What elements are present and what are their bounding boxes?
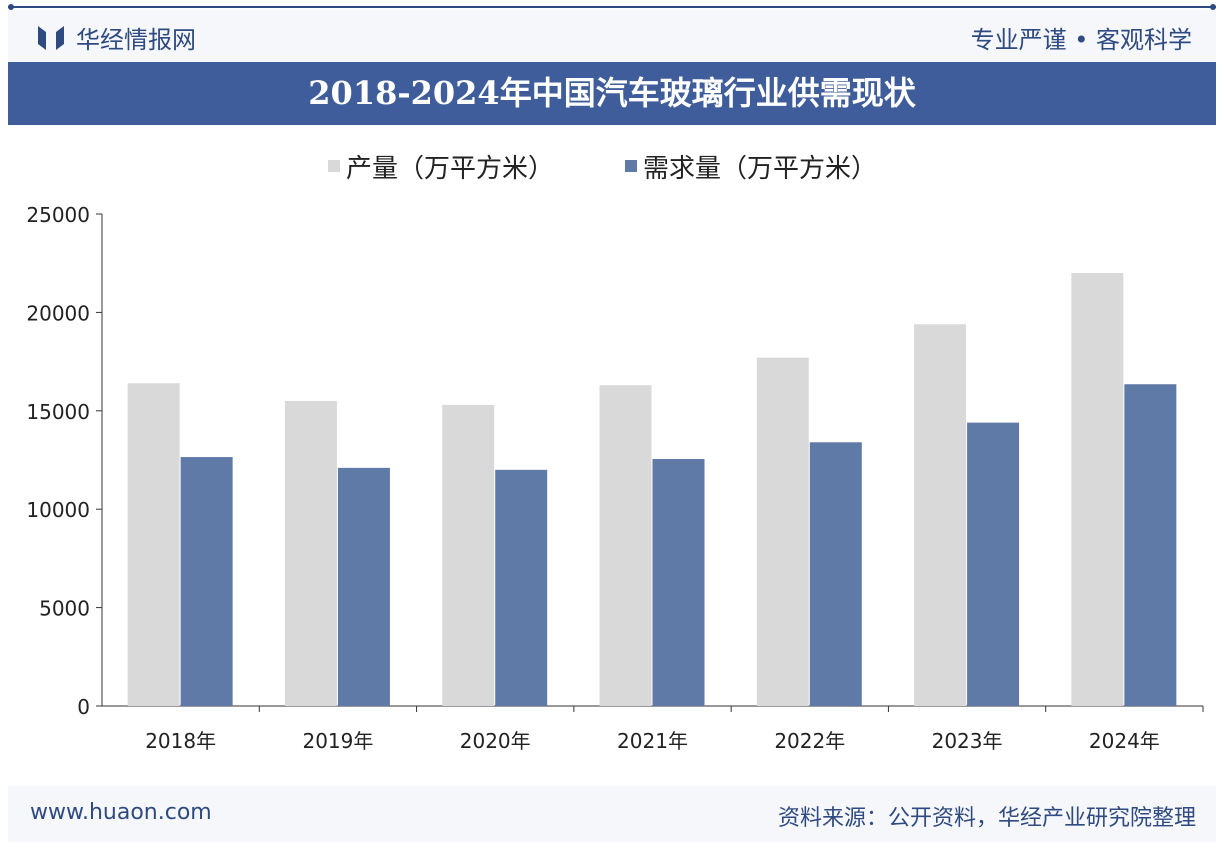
source-note: 资料来源：公开资料，华经产业研究院整理: [777, 806, 1196, 831]
bar-production: [756, 357, 809, 706]
brand-name: 华经情报网: [76, 26, 196, 54]
y-tick-label: 0: [77, 695, 90, 719]
x-tick-label: 2022年: [774, 729, 845, 753]
top-border: [8, 4, 1216, 10]
bar-chart: 产量（万平方米） 需求量（万平方米） 0 5000 10000 15000 20000 250…: [26, 154, 1204, 753]
x-tick-label: 2018年: [145, 729, 216, 753]
y-tick-label: 20000: [26, 301, 90, 325]
legend-label: 需求量（万平方米）: [643, 154, 877, 184]
legend-label: 产量（万平方米）: [346, 154, 554, 184]
brand: 华经情报网: [36, 20, 196, 55]
bar-production: [442, 404, 495, 706]
bar-demand: [337, 467, 390, 706]
bar-demand: [809, 442, 862, 706]
bar-demand: [495, 469, 548, 706]
footer: www.huaon.com 资料来源：公开资料，华经产业研究院整理: [8, 786, 1216, 842]
website: www.huaon.com: [30, 800, 212, 825]
legend-swatch: [328, 160, 340, 172]
y-tick-label: 15000: [26, 400, 90, 424]
logo-icon: [38, 25, 64, 50]
y-tick-label: 5000: [39, 597, 90, 621]
bar-demand: [1124, 384, 1177, 706]
header: 华经情报网 专业严谨 • 客观科学: [8, 10, 1216, 62]
y-tick-label: 10000: [26, 498, 90, 522]
x-tick-label: 2023年: [932, 729, 1003, 753]
bar-demand: [967, 422, 1020, 706]
bar-production: [914, 324, 967, 706]
legend-swatch: [625, 160, 637, 172]
x-tick-label: 2024年: [1089, 729, 1160, 753]
x-tick-label: 2021年: [617, 729, 688, 753]
slogan: 专业严谨 • 客观科学: [970, 26, 1192, 54]
bar-demand: [180, 457, 233, 706]
bar-demand: [652, 459, 705, 706]
x-tick-label: 2019年: [302, 729, 373, 753]
bar-production: [127, 383, 180, 706]
y-tick-label: 25000: [26, 203, 90, 227]
bar-production: [284, 400, 337, 706]
bar-production: [1071, 273, 1124, 706]
x-tick-label: 2020年: [460, 729, 531, 753]
bar-production: [599, 385, 652, 706]
chart-title: 2018-2024年中国汽车玻璃行业供需现状: [8, 62, 1216, 125]
